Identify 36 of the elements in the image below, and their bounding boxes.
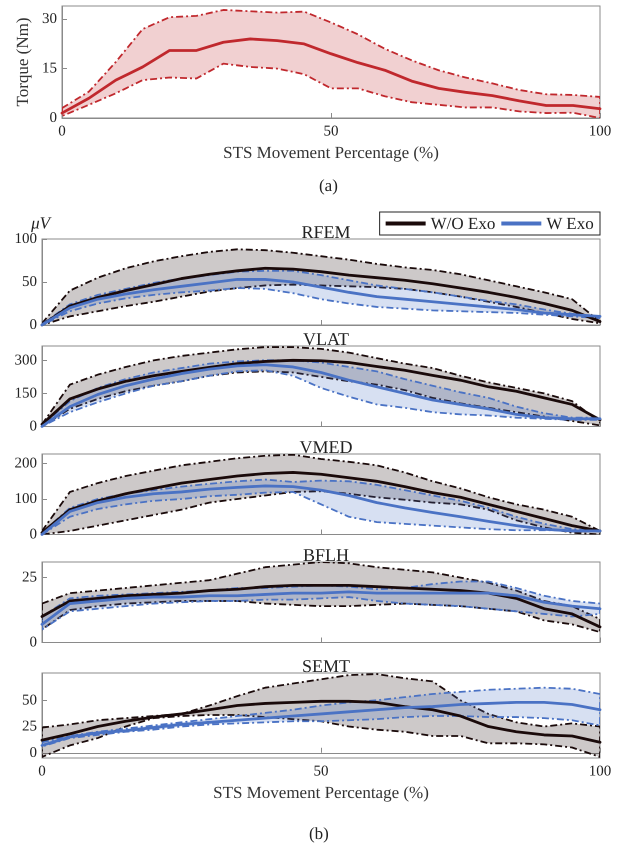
chart-title: BFLH (302, 545, 350, 565)
line-series (40, 590, 602, 626)
chart-title: VLAT (303, 329, 349, 349)
y-tick-label: 0 (30, 526, 37, 542)
y-tick-label: 0 (50, 110, 57, 126)
y-tick-label: 200 (14, 456, 37, 472)
y-tick-label: 50 (22, 274, 37, 290)
line-series (60, 38, 602, 114)
y-tick-label: 100 (14, 231, 37, 247)
x-tick-label: 50 (314, 764, 328, 780)
y-tick-label: 300 (14, 352, 37, 368)
y-tick-label: 0 (30, 418, 37, 434)
legend-label: W Exo (546, 214, 594, 233)
chart-title: RFEM (301, 222, 351, 242)
y-tick-label: 0 (30, 634, 37, 650)
y-tick-label: 25 (22, 718, 37, 735)
y-tick-label: 0 (30, 317, 37, 333)
y-tick-label: 0 (30, 744, 37, 761)
y-axis-title: μV (30, 214, 53, 233)
text: (b) (309, 824, 329, 843)
y-tick-label: 30 (42, 11, 57, 28)
x-axis-title: STS Movement Percentage (%) (223, 143, 439, 162)
y-tick-label: 150 (14, 385, 37, 402)
y-tick-label: 15 (42, 60, 57, 77)
legend-label: W/O Exo (430, 214, 496, 233)
y-tick-label: 100 (14, 491, 37, 508)
x-tick-label: 50 (324, 124, 338, 140)
text: (a) (319, 176, 338, 195)
y-tick-label: 25 (22, 570, 37, 586)
chart-title: VMED (300, 437, 352, 457)
x-tick-label: 100 (588, 764, 612, 780)
x-tick-label: 100 (588, 124, 612, 140)
chart-title: SEMT (302, 656, 350, 676)
y-axis-title: Torque (Nm) (13, 18, 32, 106)
y-tick-label: 50 (22, 692, 37, 708)
x-axis-title: STS Movement Percentage (%) (213, 783, 429, 802)
